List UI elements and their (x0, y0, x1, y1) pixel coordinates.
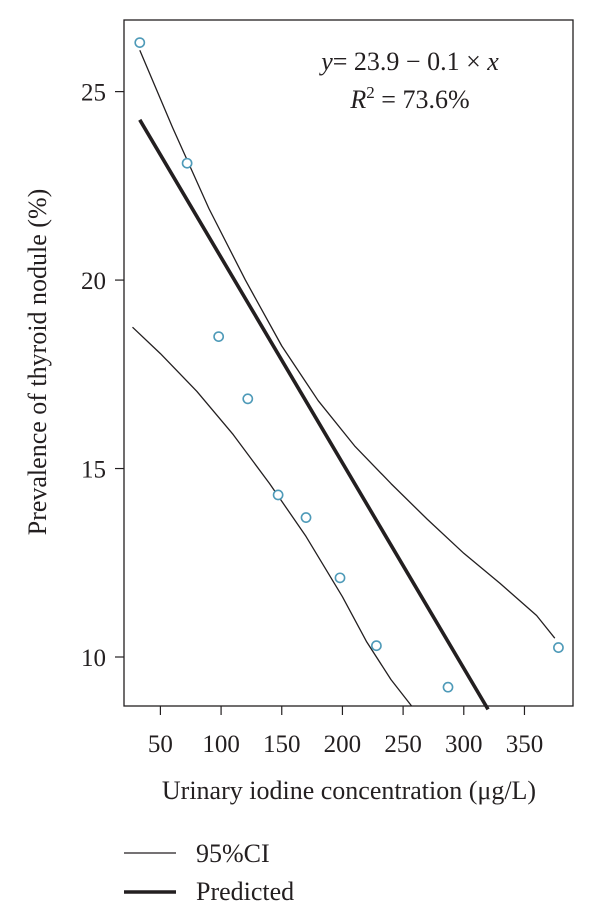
x-tick-label: 100 (202, 731, 240, 758)
legend-predicted-label: Predicted (196, 877, 294, 906)
y-tick-label: 20 (81, 268, 106, 295)
data-point (181, 157, 193, 169)
x-tick-label: 300 (445, 731, 483, 758)
data-points (134, 37, 564, 693)
equation-y-symbol: y (318, 47, 333, 76)
equation-x-symbol: x (486, 47, 499, 76)
data-point (242, 393, 254, 405)
regression-equation: y= 23.9 − 0.1 × x (318, 47, 499, 76)
x-axis-title: Urinary iodine concentration (μg/L) (162, 776, 536, 805)
r-squared-label: R2 = 73.6% (349, 83, 469, 114)
data-point (213, 331, 225, 343)
r-squared-superscript: 2 (366, 83, 375, 102)
x-tick-label: 50 (148, 731, 173, 758)
y-axis-title: Prevalence of thyroid nodule (%) (23, 189, 52, 536)
x-tick-label: 250 (384, 731, 422, 758)
predicted-line (138, 118, 490, 711)
data-point (134, 37, 146, 49)
x-tick-label: 200 (324, 731, 362, 758)
y-tick-label: 15 (81, 457, 106, 484)
ci-curves (132, 49, 556, 707)
r-squared-value: = 73.6% (375, 85, 470, 114)
y-tick-label: 25 (81, 80, 106, 107)
r-squared-symbol: R (349, 85, 366, 114)
ci-lower-curve (132, 326, 413, 707)
legend: 95%CI Predicted (124, 839, 294, 906)
x-tick-label: 350 (506, 731, 544, 758)
predicted-line-group (138, 118, 490, 711)
data-point (553, 642, 564, 653)
data-point (272, 489, 284, 501)
x-axis-ticks: 50 100 150 200 250 300 350 (148, 706, 543, 758)
equation-rhs: = 23.9 − 0.1 × (333, 47, 488, 76)
plot-area (123, 19, 574, 707)
y-axis-ticks: 10 15 20 25 (81, 80, 124, 672)
plot-frame (123, 19, 574, 707)
x-tick-label: 150 (263, 731, 301, 758)
data-point (334, 572, 346, 584)
data-point (442, 681, 454, 693)
data-point (371, 640, 382, 652)
legend-ci-label: 95%CI (196, 839, 270, 868)
y-tick-label: 10 (81, 645, 106, 672)
ci-upper-curve (139, 49, 556, 639)
data-point (300, 512, 312, 523)
